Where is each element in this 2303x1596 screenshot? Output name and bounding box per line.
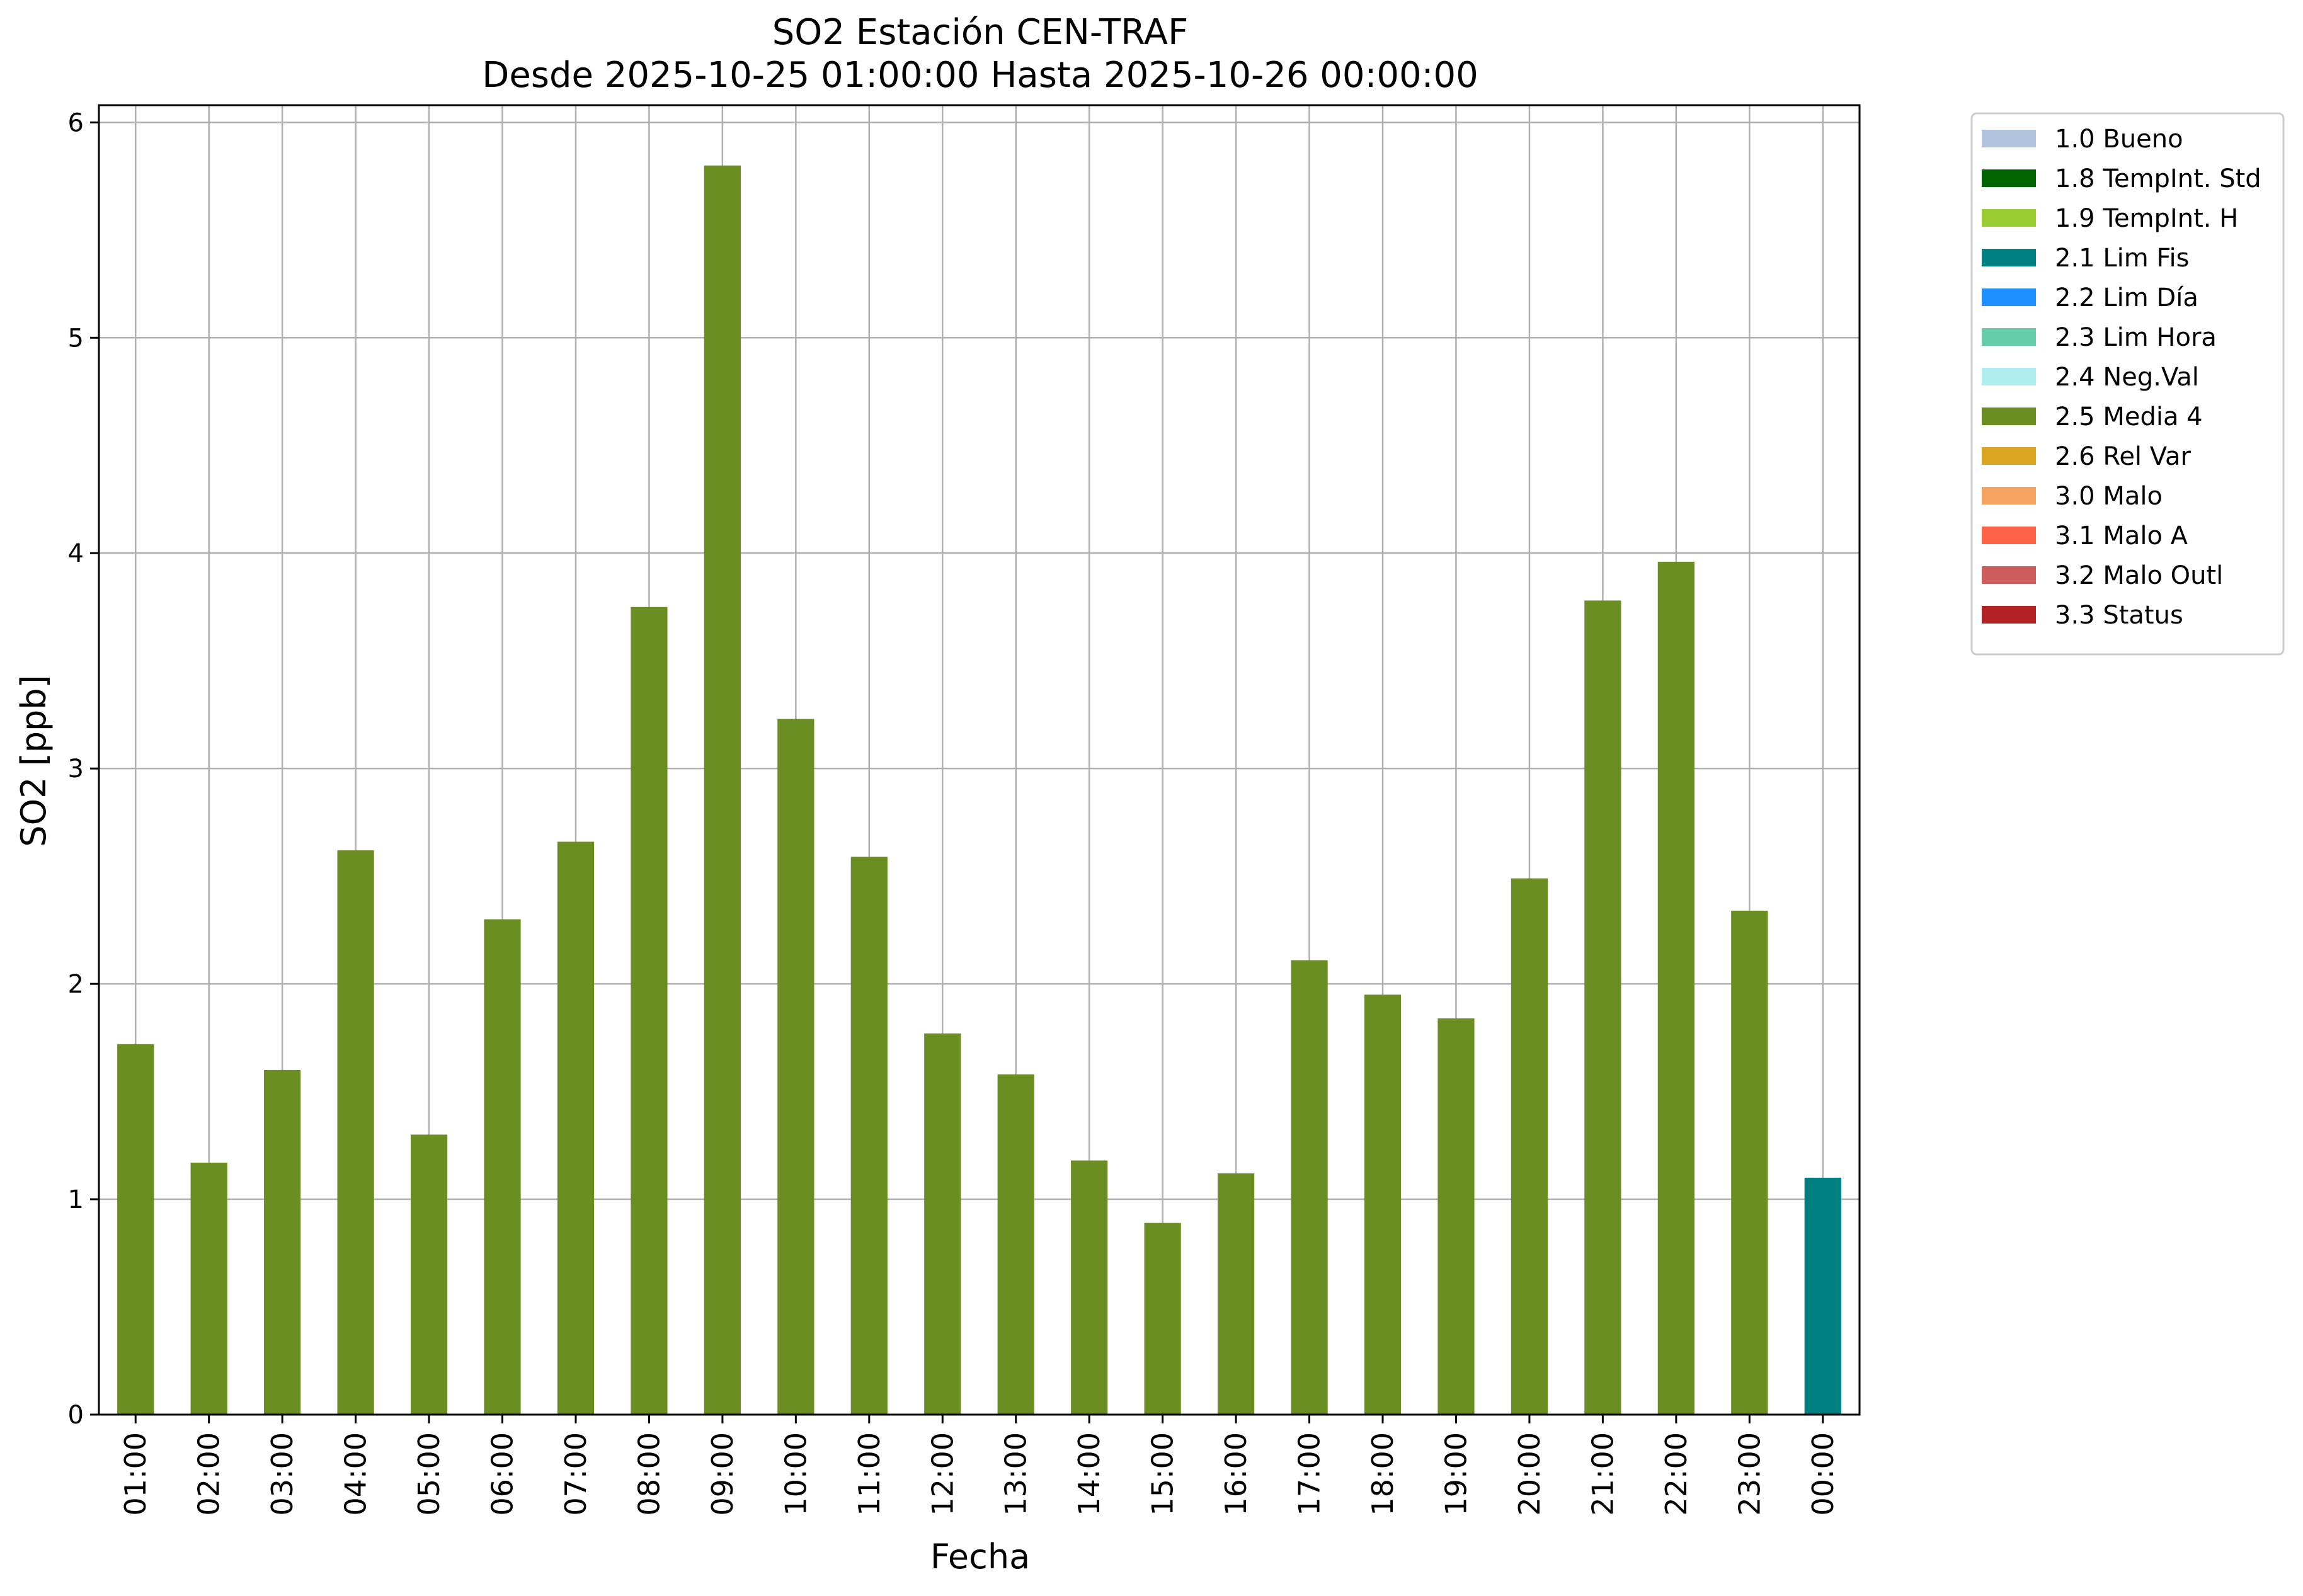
x-axis-label: Fecha bbox=[930, 1537, 1030, 1576]
bars bbox=[117, 165, 1841, 1415]
y-tick-label: 1 bbox=[68, 1185, 84, 1214]
legend-label: 1.9 TempInt. H bbox=[2055, 204, 2238, 233]
legend-swatch bbox=[1982, 566, 2036, 584]
legend-label: 2.2 Lim Día bbox=[2055, 283, 2198, 312]
x-tick-label: 19:00 bbox=[1439, 1432, 1473, 1516]
y-axis-ticks: 0 1 2 3 4 5 6 bbox=[68, 108, 99, 1430]
y-tick-label: 4 bbox=[68, 539, 84, 568]
x-tick-label: 10:00 bbox=[779, 1432, 813, 1516]
bar-1900 bbox=[1437, 1018, 1475, 1415]
chart-subtitle: Desde 2025-10-25 01:00:00 Hasta 2025-10-… bbox=[482, 55, 1478, 96]
x-tick-label: 23:00 bbox=[1732, 1432, 1766, 1516]
legend-label: 2.5 Media 4 bbox=[2055, 402, 2203, 431]
x-tick-label: 22:00 bbox=[1659, 1432, 1693, 1516]
legend-swatch bbox=[1982, 606, 2036, 624]
y-tick-label: 6 bbox=[68, 108, 84, 137]
bar-0800 bbox=[631, 607, 668, 1415]
bar-1100 bbox=[850, 857, 888, 1415]
bar-0300 bbox=[264, 1069, 301, 1415]
bar-2100 bbox=[1584, 600, 1621, 1415]
legend-swatch bbox=[1982, 288, 2036, 306]
bar-0900 bbox=[704, 165, 741, 1415]
x-tick-label: 13:00 bbox=[999, 1432, 1033, 1516]
x-tick-label: 20:00 bbox=[1512, 1432, 1546, 1516]
bar-1600 bbox=[1217, 1173, 1255, 1415]
y-tick-label: 5 bbox=[68, 324, 84, 353]
bar-1400 bbox=[1071, 1160, 1108, 1415]
bar-1500 bbox=[1144, 1223, 1181, 1415]
legend-swatch bbox=[1982, 169, 2036, 187]
legend-swatch bbox=[1982, 130, 2036, 147]
x-tick-label: 21:00 bbox=[1586, 1432, 1620, 1516]
x-tick-label: 12:00 bbox=[925, 1432, 959, 1516]
bar-1700 bbox=[1291, 960, 1328, 1415]
x-tick-label: 00:00 bbox=[1806, 1432, 1840, 1516]
x-tick-label: 05:00 bbox=[412, 1432, 446, 1516]
legend-swatch bbox=[1982, 487, 2036, 504]
x-tick-label: 11:00 bbox=[852, 1432, 886, 1516]
bar-0400 bbox=[337, 850, 374, 1415]
bar-1200 bbox=[924, 1033, 961, 1415]
legend-label: 2.6 Rel Var bbox=[2055, 442, 2192, 471]
legend-label: 3.0 Malo bbox=[2055, 482, 2163, 511]
legend-swatch bbox=[1982, 447, 2036, 465]
legend-label: 3.2 Malo Outl bbox=[2055, 561, 2223, 590]
bar-0700 bbox=[557, 841, 595, 1415]
legend-label: 3.1 Malo A bbox=[2055, 522, 2188, 550]
legend-swatch bbox=[1982, 209, 2036, 227]
y-tick-label: 0 bbox=[68, 1401, 84, 1430]
x-tick-label: 18:00 bbox=[1366, 1432, 1400, 1516]
x-tick-label: 02:00 bbox=[192, 1432, 226, 1516]
x-tick-label: 16:00 bbox=[1219, 1432, 1253, 1516]
legend-label: 1.8 TempInt. Std bbox=[2055, 164, 2261, 193]
y-tick-label: 2 bbox=[68, 970, 84, 999]
legend-label: 3.3 Status bbox=[2055, 601, 2183, 630]
x-tick-label: 08:00 bbox=[632, 1432, 666, 1516]
x-tick-label: 09:00 bbox=[706, 1432, 740, 1516]
bar-2300 bbox=[1731, 910, 1768, 1415]
x-tick-label: 15:00 bbox=[1146, 1432, 1180, 1516]
x-tick-label: 01:00 bbox=[118, 1432, 152, 1516]
legend-swatch bbox=[1982, 527, 2036, 544]
bar-0600 bbox=[484, 919, 521, 1415]
x-tick-label: 03:00 bbox=[265, 1432, 299, 1516]
x-tick-label: 07:00 bbox=[559, 1432, 593, 1516]
y-tick-label: 3 bbox=[68, 755, 84, 784]
bar-1000 bbox=[777, 719, 814, 1415]
chart-title: SO2 Estación CEN-TRAF bbox=[772, 12, 1189, 53]
bar-2000 bbox=[1511, 878, 1548, 1415]
legend-box bbox=[1970, 112, 2285, 656]
legend-swatch bbox=[1982, 328, 2036, 346]
y-axis-label: SO2 [ppb] bbox=[14, 675, 54, 846]
bar-0100 bbox=[117, 1044, 154, 1415]
x-tick-label: 14:00 bbox=[1072, 1432, 1106, 1516]
x-tick-label: 17:00 bbox=[1293, 1432, 1327, 1516]
legend-label: 2.3 Lim Hora bbox=[2055, 323, 2217, 352]
bar-0500 bbox=[410, 1134, 448, 1415]
legend: 1.0 Bueno 1.8 TempInt. Std 1.9 TempInt. H 2… bbox=[1970, 112, 2285, 656]
bar-0200 bbox=[190, 1162, 227, 1415]
legend-label: 2.4 Neg.Val bbox=[2055, 363, 2199, 392]
x-tick-label: 06:00 bbox=[486, 1432, 520, 1516]
legend-swatch bbox=[1982, 249, 2036, 266]
legend-swatch bbox=[1982, 408, 2036, 425]
legend-swatch bbox=[1982, 368, 2036, 385]
bar-1800 bbox=[1364, 995, 1402, 1415]
legend-label: 1.0 Bueno bbox=[2055, 125, 2183, 154]
plot-area-frame bbox=[98, 104, 1861, 1416]
bar-0000 bbox=[1804, 1177, 1841, 1415]
legend-label: 2.1 Lim Fis bbox=[2055, 244, 2189, 273]
bar-1300 bbox=[997, 1074, 1034, 1415]
x-tick-label: 04:00 bbox=[339, 1432, 373, 1516]
bar-2200 bbox=[1657, 561, 1694, 1415]
x-axis-ticks: 01:00 02:00 03:00 04:00 05:00 06:00 07:00 08:00… bbox=[118, 1415, 1840, 1516]
